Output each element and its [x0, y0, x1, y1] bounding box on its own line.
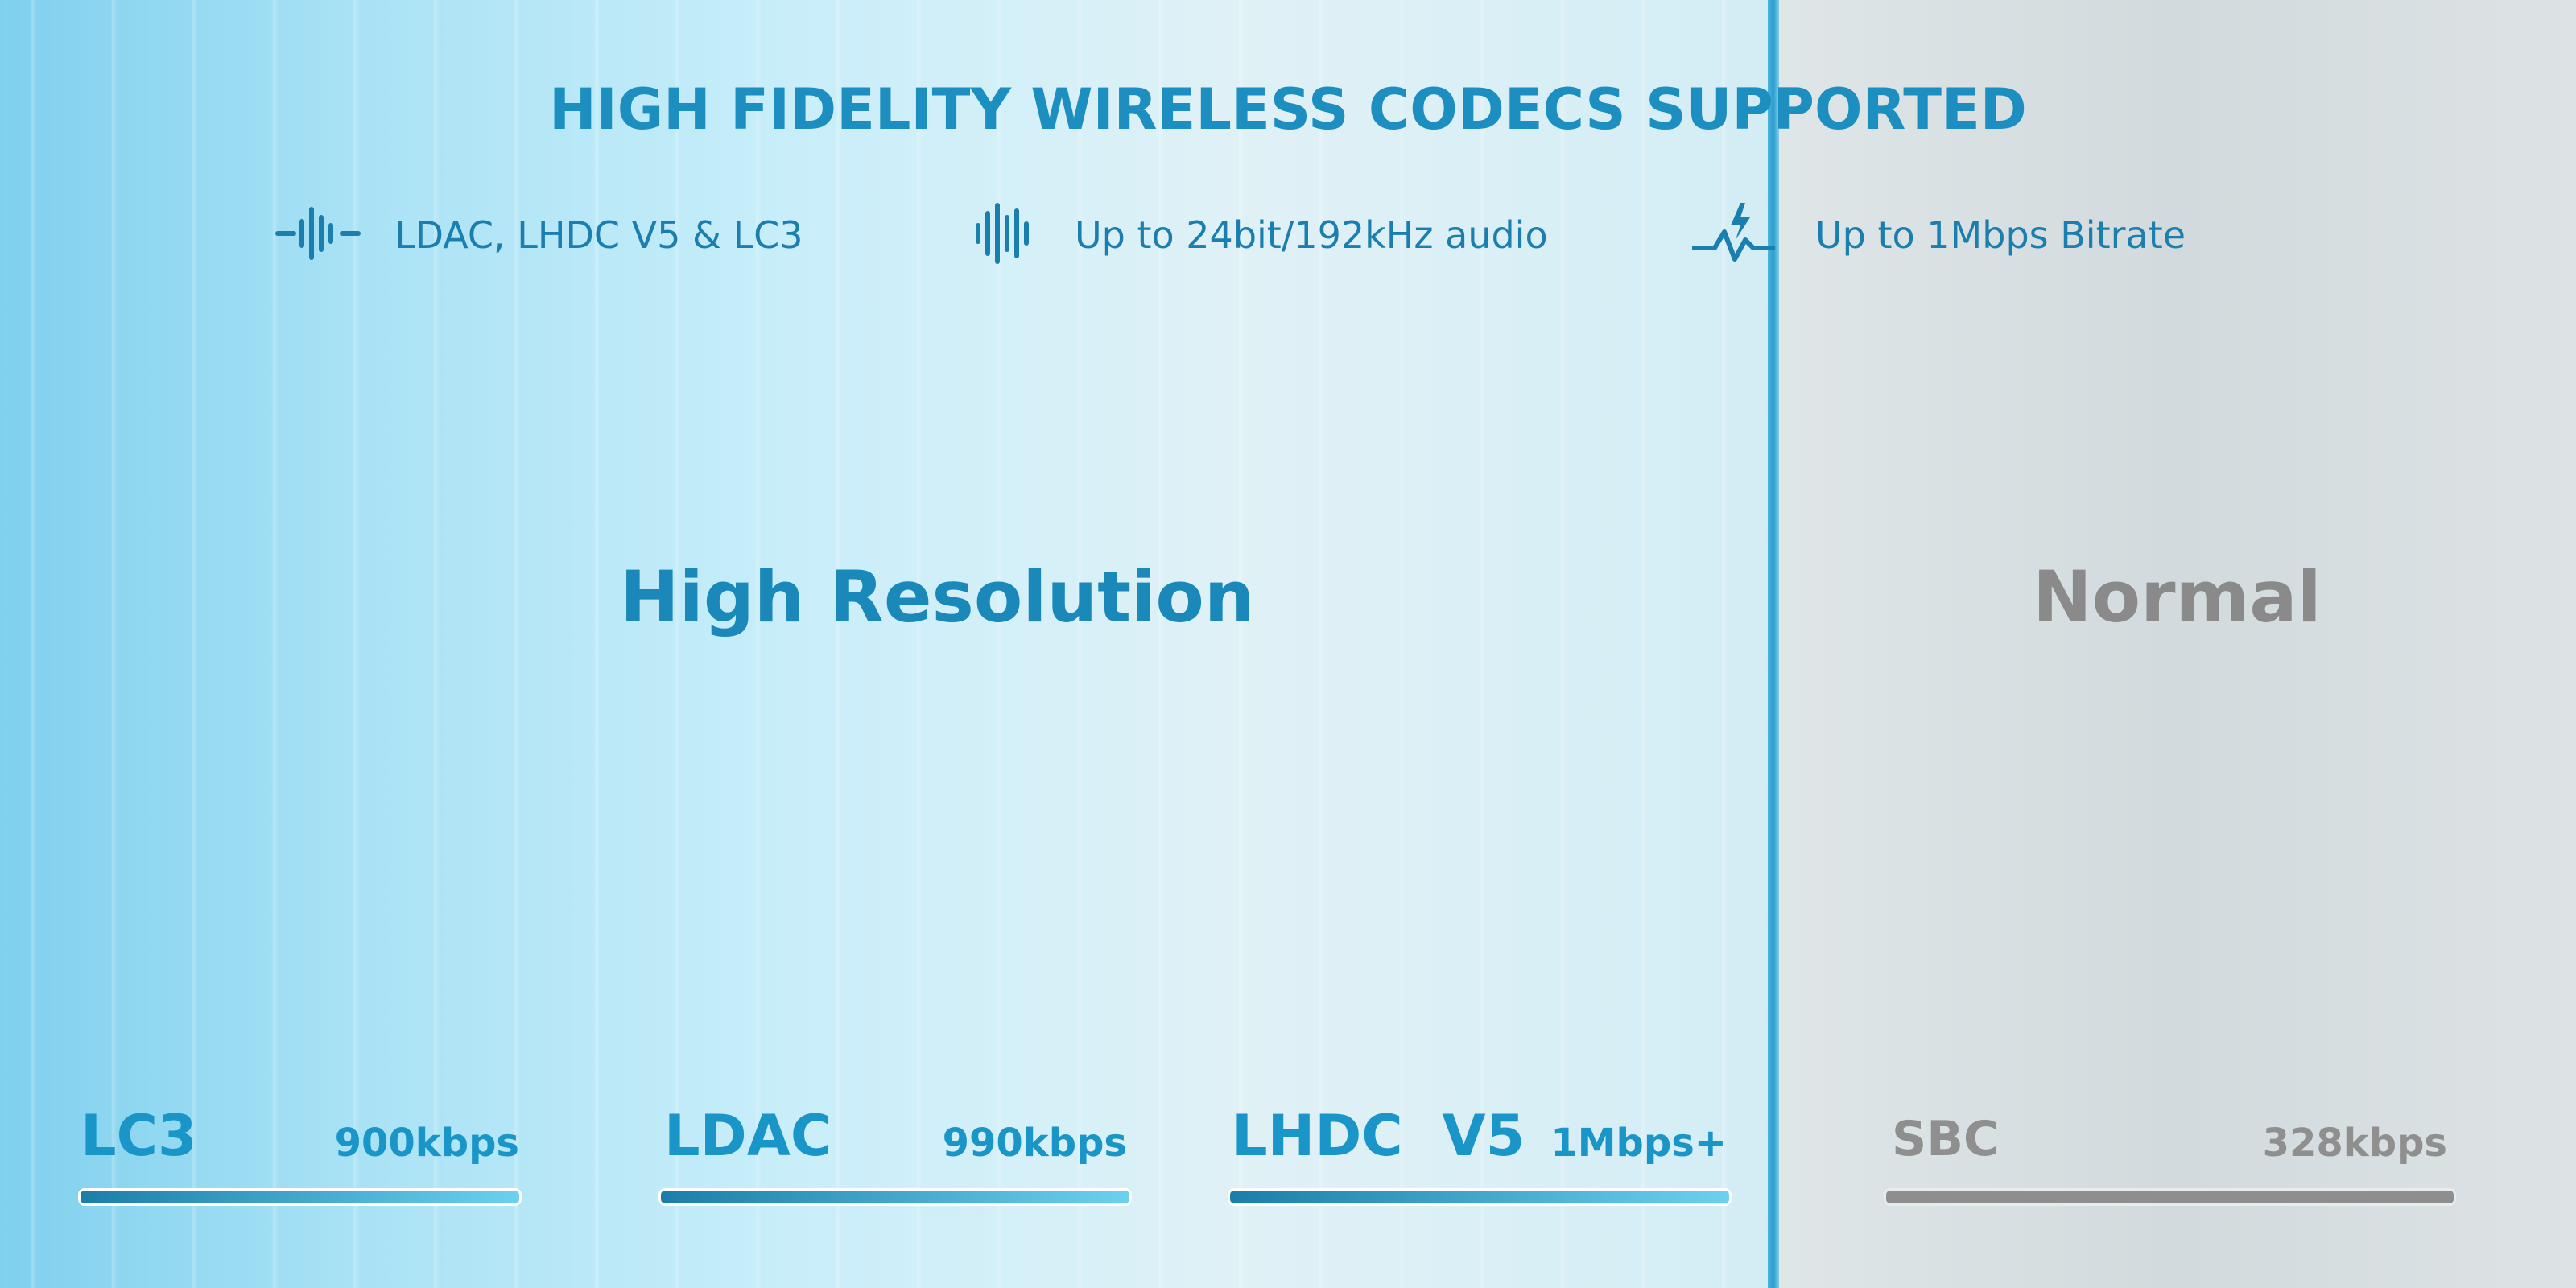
- bitrate-icon: [1692, 203, 1775, 262]
- background-pattern: [0, 0, 1775, 1288]
- section-label: High Resolution: [620, 555, 1255, 638]
- codec-name: LHDC V5: [1232, 1103, 1525, 1169]
- codec-bitrate: 900kbps: [334, 1121, 519, 1166]
- feature-text: Up to 24bit/192kHz audio: [1075, 213, 1548, 257]
- codec-bitrate: 990kbps: [942, 1121, 1127, 1166]
- codec-bar: [78, 1188, 522, 1206]
- codec-name: LDAC: [664, 1103, 832, 1169]
- codec-bar: [1228, 1188, 1732, 1206]
- feature-text: Up to 1Mbps Bitrate: [1815, 213, 2186, 257]
- background-high: [0, 0, 1775, 1288]
- divider: [1768, 0, 1779, 1288]
- background-normal: [1775, 0, 2576, 1288]
- title: HIGH FIDELITY WIRELESS CODECS SUPPORTED: [549, 76, 2027, 142]
- codec-bitrate: 328kbps: [2262, 1121, 2447, 1166]
- audio-icon: [976, 203, 1029, 264]
- section-label: Normal: [2033, 555, 2322, 638]
- codec-bar: [1884, 1188, 2456, 1206]
- waveform-icon: [275, 207, 361, 260]
- feature-text: LDAC, LHDC V5 & LC3: [394, 213, 803, 257]
- codec-name: LC3: [80, 1103, 197, 1169]
- codec-name: SBC: [1892, 1111, 1999, 1167]
- codec-bitrate: 1Mbps+: [1550, 1121, 1727, 1166]
- codec-bar: [658, 1188, 1132, 1206]
